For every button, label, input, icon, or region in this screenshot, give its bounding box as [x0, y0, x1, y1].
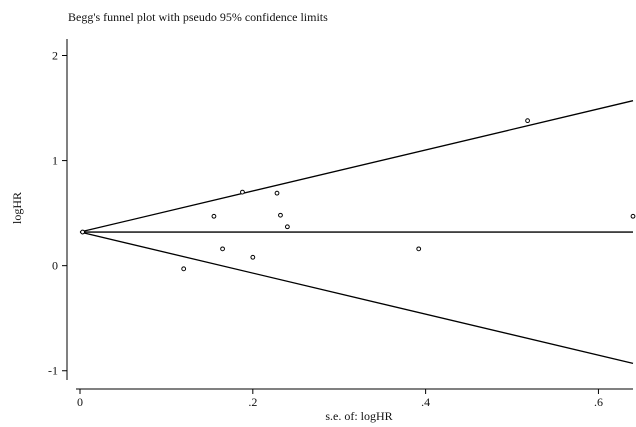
data-point: [250, 254, 256, 260]
data-point: [274, 190, 280, 196]
x-axis-label: s.e. of: logHR: [325, 409, 392, 423]
x-tick-label: .2: [248, 395, 257, 409]
data-point: [284, 224, 290, 230]
data-point: [525, 118, 530, 124]
data-point: [220, 246, 225, 252]
data-point: [211, 213, 217, 219]
y-tick-label: -1: [48, 364, 58, 378]
data-point: [630, 213, 636, 219]
upper-confidence-limit: [79, 100, 634, 233]
y-tick-label: 0: [52, 259, 58, 273]
data-point: [80, 229, 85, 235]
axes: -1 0 1 2 0 .2 .4 .6: [48, 39, 633, 409]
study-points: [80, 118, 636, 272]
confidence-lines: [79, 100, 634, 365]
data-point: [240, 189, 245, 195]
data-point: [416, 246, 422, 252]
y-tick-label: 1: [52, 154, 58, 168]
data-point: [181, 266, 187, 272]
data-point: [278, 212, 283, 218]
x-tick-label: 0: [77, 395, 83, 409]
lower-confidence-limit: [79, 231, 634, 365]
y-axis-label: logHR: [10, 192, 24, 224]
x-tick-label: .4: [421, 395, 430, 409]
y-tick-label: 2: [52, 49, 58, 63]
x-tick-label: .6: [594, 395, 603, 409]
chart-title: Begg's funnel plot with pseudo 95% confi…: [68, 10, 328, 24]
